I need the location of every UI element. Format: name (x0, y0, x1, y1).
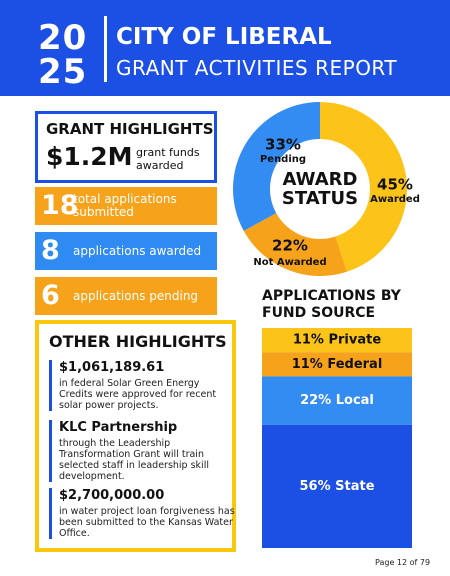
stat-text: applications pending (73, 288, 199, 303)
item-text: through the Leadership Transformation Gr… (59, 438, 209, 482)
header (0, 0, 450, 96)
stat-number: 8 (41, 235, 60, 266)
page-number: Page 12 of 79 (375, 558, 431, 567)
amount: $1.2M (46, 142, 133, 171)
category-label: Awarded (370, 194, 420, 205)
stat-text: total applications submitted (73, 192, 177, 219)
item-text: in federal Solar Green Energy Credits we… (59, 378, 217, 411)
value-label: 11% Private (293, 333, 381, 348)
bar-segment (262, 328, 412, 353)
bar-segment (262, 352, 412, 377)
value-label: 56% State (299, 479, 374, 494)
category-label: Not Awarded (253, 257, 326, 268)
section-title: OTHER HIGHLIGHTS (49, 332, 227, 351)
category-label: Pending (260, 154, 306, 165)
stat-text: applications awarded (73, 243, 202, 258)
grant-highlights: GRANT HIGHLIGHTS $1.2M grant funds award… (35, 111, 217, 183)
stat-box: 8 applications awarded (35, 232, 217, 270)
highlight-item: KLC Partnership through the Leadership Tr… (49, 420, 235, 482)
value-label: 22% (272, 237, 308, 255)
chart-title: APPLICATIONS BY FUND SOURCE (262, 288, 401, 321)
bar-segment (262, 424, 412, 548)
amount-text: grant funds awarded (136, 146, 200, 172)
title: CITY OF LIBERAL (116, 24, 332, 50)
divider (104, 16, 107, 82)
highlight-item: $1,061,189.61 in federal Solar Green Ener… (49, 360, 235, 411)
bar-segment (262, 376, 412, 425)
chart-title: AWARD STATUS (281, 169, 359, 209)
subtitle: GRANT ACTIVITIES REPORT (116, 56, 398, 80)
section-title: GRANT HIGHLIGHTS (46, 120, 214, 138)
stat-number: 6 (41, 280, 60, 311)
item-heading: $2,700,000.00 (59, 488, 165, 503)
stat-number: 18 (41, 190, 79, 221)
value-label: 33% (265, 136, 301, 154)
item-text: in water project loan forgiveness has be… (59, 506, 235, 539)
stat-box: 6 applications pending (35, 277, 217, 315)
value-label: 11% Federal (292, 357, 383, 372)
value-label: 22% Local (300, 393, 374, 408)
item-heading: $1,061,189.61 (59, 360, 165, 375)
donut-segment (243, 213, 347, 276)
other-highlights: OTHER HIGHLIGHTS $1,061,189.61 in federal… (35, 320, 236, 552)
stat-box: 18 total applications submitted (35, 187, 217, 225)
highlight-item: $2,700,000.00 in water project loan forgi… (49, 488, 235, 539)
year-bottom: 25 (38, 52, 88, 92)
donut-segment (233, 102, 320, 231)
value-label: 45% (377, 176, 413, 194)
year-top: 20 (38, 18, 88, 58)
item-heading: KLC Partnership (59, 420, 178, 435)
donut-segment (320, 102, 407, 272)
